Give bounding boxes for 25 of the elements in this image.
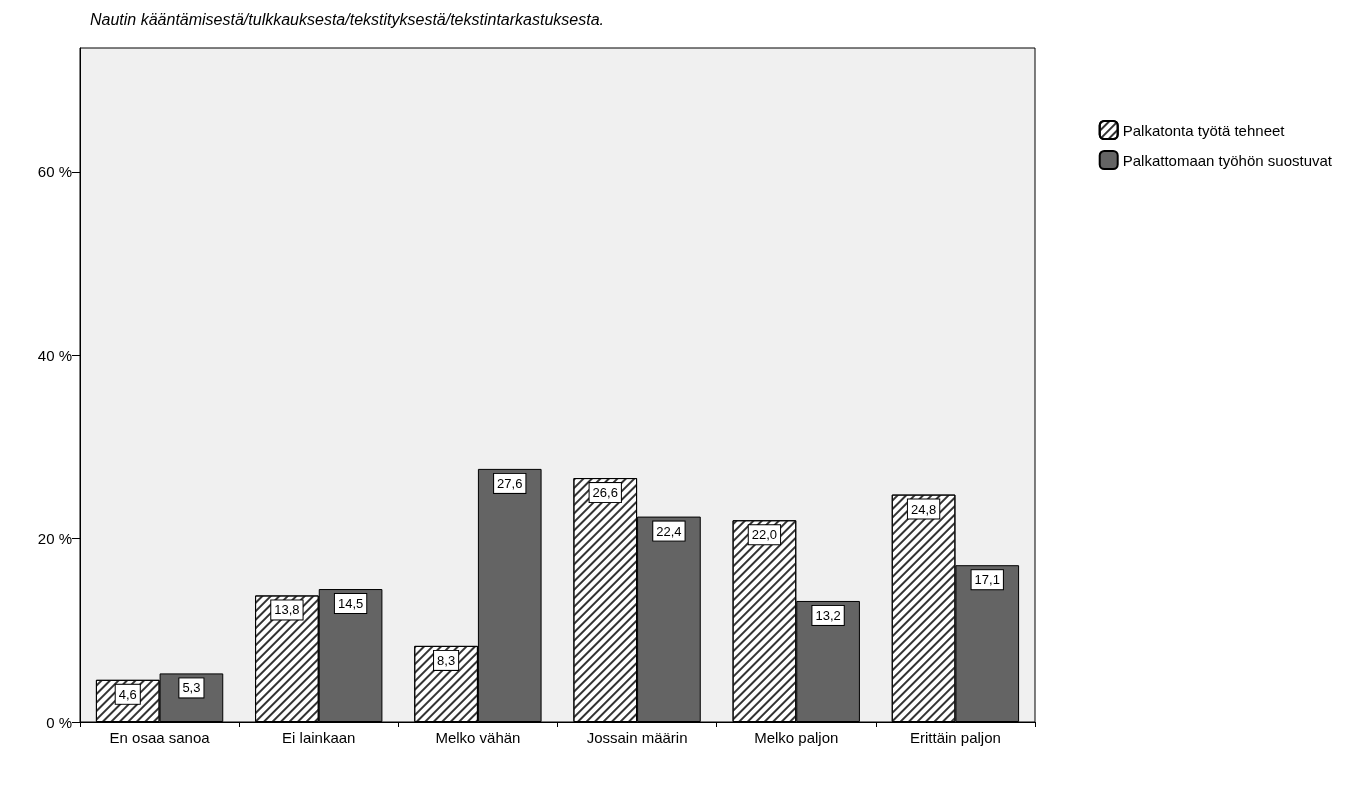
data-label: 14,5: [337, 596, 364, 612]
data-label: 17,1: [974, 572, 1000, 588]
data-label: 5,3: [182, 680, 201, 696]
x-tick-label: Melko vähän: [435, 729, 521, 746]
data-label: 27,6: [497, 475, 523, 491]
x-tick-label: En osaa sanoa: [109, 729, 211, 746]
x-tick-label: Jossain määrin: [586, 729, 688, 746]
data-label: 22,4: [656, 523, 682, 539]
data-label: 13,8: [274, 602, 300, 618]
y-tick-label: 20 %: [37, 530, 72, 548]
data-label: 13,2: [815, 607, 841, 623]
x-tick-label: Erittäin paljon: [909, 729, 1001, 746]
data-label: 22,0: [751, 527, 778, 543]
legend-label: Palkattomaan työhön suostuvat: [1122, 151, 1333, 169]
data-label: 8,3: [437, 652, 456, 668]
x-tick-label: Ei lainkaan: [282, 729, 356, 746]
data-label: 26,6: [592, 485, 618, 501]
y-tick-label: 0 %: [46, 713, 72, 731]
x-tick-label: Melko paljon: [754, 729, 839, 746]
data-label: 4,6: [118, 686, 137, 702]
data-label: 24,8: [910, 501, 937, 517]
legend-label: Palkatonta työtä tehneet: [1122, 121, 1286, 139]
y-tick-label: 60 %: [37, 163, 72, 181]
chart-title: Nautin kääntämisestä/tulkkauksesta/tekstityksestä/tekstintarkastuksesta.: [90, 10, 605, 28]
y-tick-label: 40 %: [37, 346, 72, 364]
